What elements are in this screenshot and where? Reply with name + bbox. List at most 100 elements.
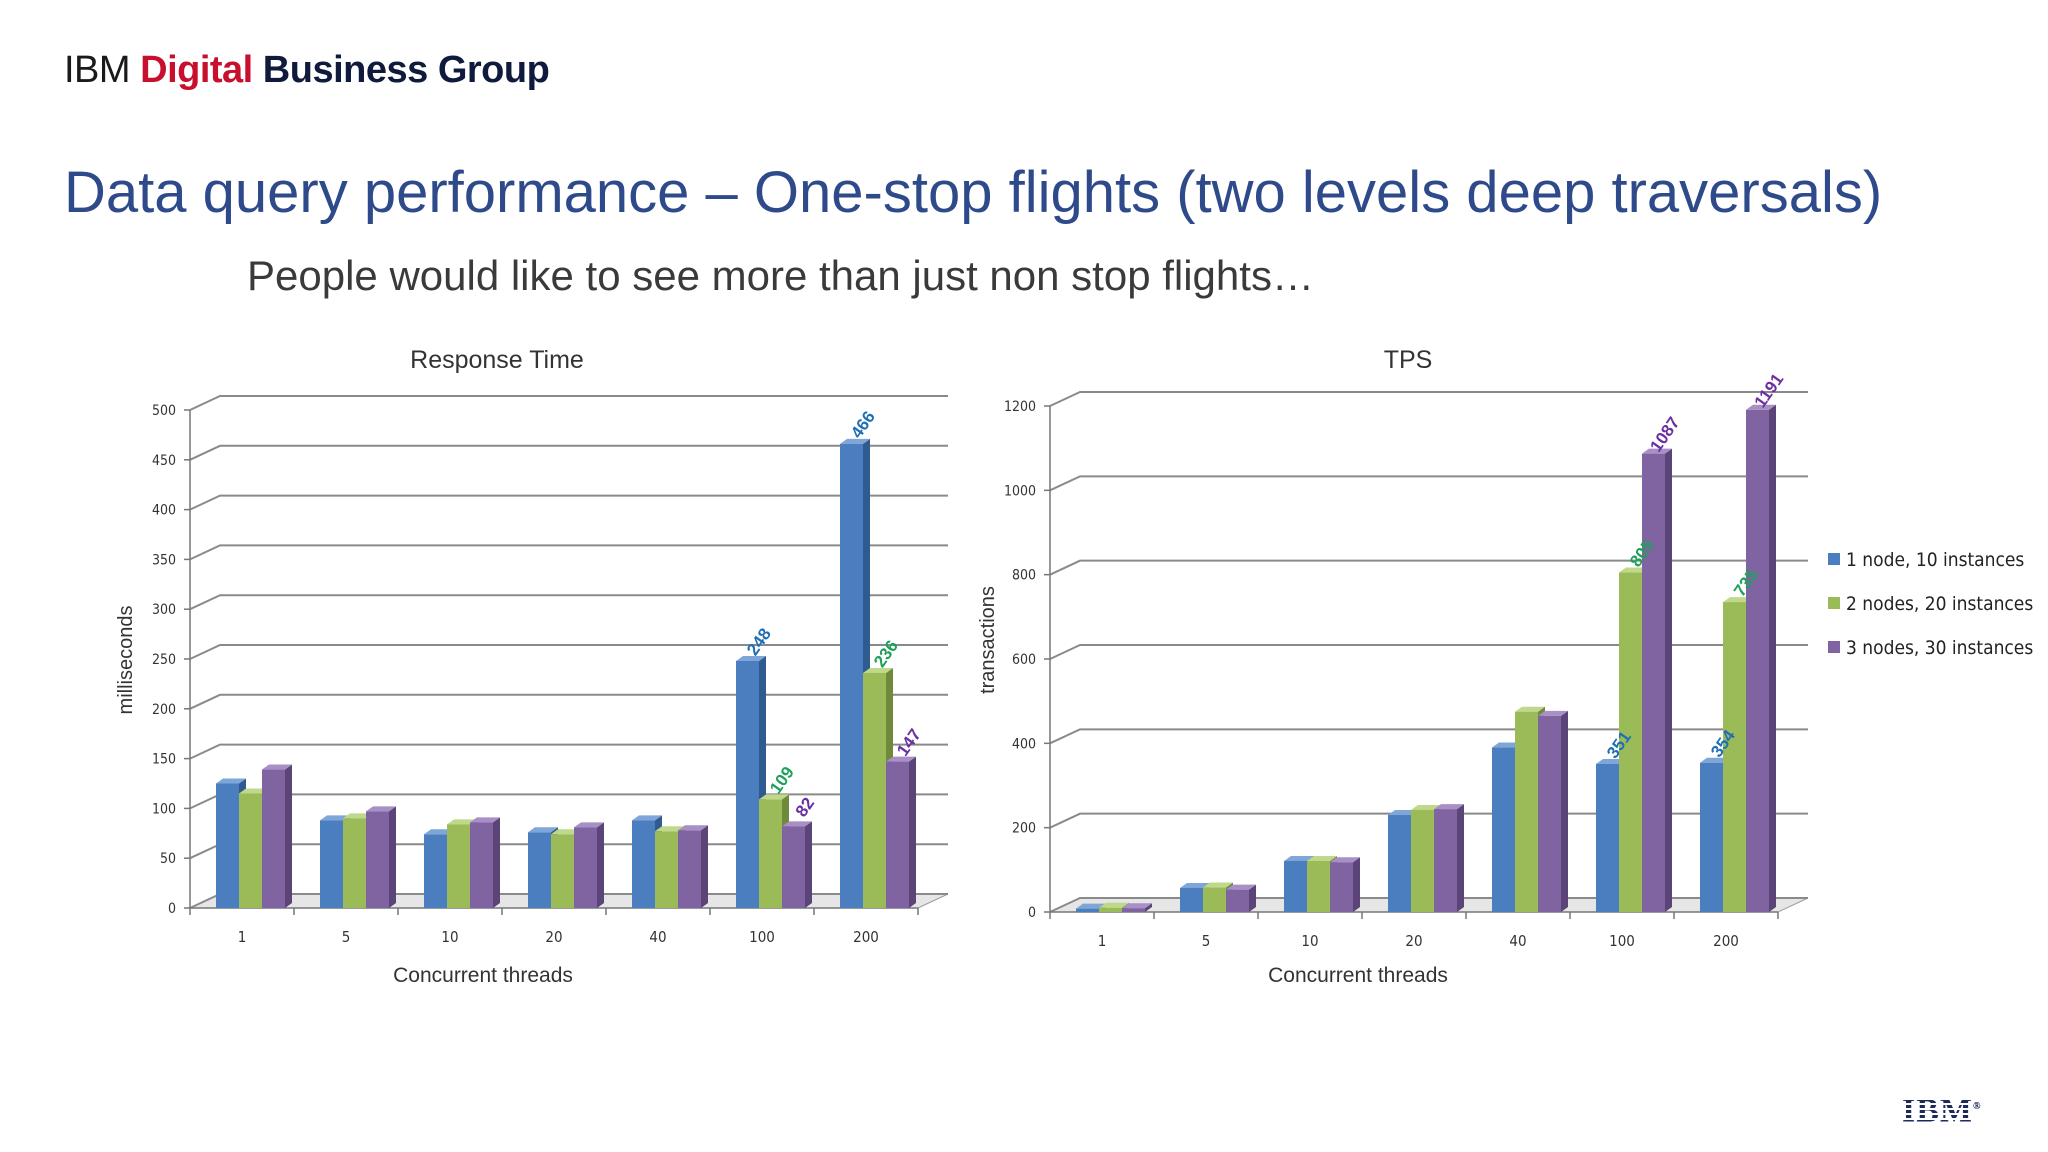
bar-5-series-3 [1226, 889, 1249, 912]
gridline [189, 544, 948, 561]
y-tick-label: 800 [1012, 568, 1036, 584]
y-tick-label: 200 [1012, 821, 1036, 837]
brand-ibm: IBM [64, 49, 141, 91]
bar-top [655, 826, 685, 832]
x-tick-label: 20 [545, 928, 562, 946]
bar-top [632, 815, 662, 821]
slide-title: Data query performance – One-stop flight… [64, 160, 1883, 225]
y-tick-label: 100 [152, 801, 176, 817]
x-tick-label: 10 [441, 928, 458, 946]
y-tick-label: 350 [152, 552, 176, 568]
bar-top [1076, 903, 1106, 909]
bar-top [320, 815, 350, 821]
legend-label-2: 2 nodes, 20 instances [1846, 593, 2033, 615]
x-tick-label: 200 [853, 928, 879, 946]
bar-top [1746, 404, 1776, 410]
bar-top [1388, 810, 1418, 816]
x-tick-label: 200 [1713, 932, 1739, 950]
bar-top [1434, 804, 1464, 810]
bar-side [389, 806, 396, 908]
bar-top [678, 825, 708, 831]
data-label: 236 [870, 637, 902, 671]
y-axis-label: transactions [977, 586, 999, 694]
bar-top [1492, 742, 1522, 748]
bar-top [1723, 597, 1753, 603]
bar-top [470, 817, 500, 823]
bar-side [1769, 404, 1776, 912]
bar-side [805, 821, 812, 908]
bar-10-series-3 [470, 822, 493, 908]
data-label: 82 [792, 794, 818, 820]
slide-subtitle: People would like to see more than just … [247, 252, 1314, 299]
y-tick-label: 450 [152, 453, 176, 469]
bar-side [909, 756, 916, 908]
x-tick-label: 5 [342, 928, 351, 946]
bar-top [736, 655, 766, 661]
tps-chart: 0200400600800100012003518051087354735119… [977, 346, 2033, 987]
y-tick-label: 300 [152, 602, 176, 618]
bar-5-series-1 [1180, 887, 1203, 912]
bar-20-series-2 [1411, 809, 1434, 912]
bar-top [1284, 855, 1314, 861]
bar-20-series-3 [574, 827, 597, 908]
bar-10-series-1 [424, 834, 447, 908]
gridline [189, 594, 948, 611]
y-tick-label: 200 [152, 702, 176, 718]
gridline [1049, 559, 1808, 576]
data-label: 147 [893, 725, 925, 759]
gridline [1049, 475, 1808, 492]
data-label: 109 [766, 763, 798, 797]
bar-10-series-2 [447, 824, 470, 908]
bar-5-series-2 [1203, 887, 1226, 912]
bar-top [759, 794, 789, 800]
bar-200-series-1 [1700, 762, 1723, 912]
data-label: 1191 [1751, 370, 1788, 411]
bar-10-series-2 [1307, 860, 1330, 912]
bar-top [1700, 757, 1730, 763]
y-tick-label: 0 [168, 901, 176, 917]
brand-business-group: Business Group [252, 49, 550, 91]
bar-top [840, 438, 870, 444]
bar-top [782, 821, 812, 827]
bar-top [424, 829, 454, 835]
bar-top [239, 788, 269, 794]
bar-top [1619, 567, 1649, 573]
y-tick-label: 400 [152, 503, 176, 519]
bar-20-series-2 [551, 834, 574, 908]
bar-100-series-2 [1619, 572, 1642, 912]
bar-side [1353, 857, 1360, 912]
data-label: 248 [743, 625, 775, 659]
legend-swatch-1 [1828, 553, 1840, 565]
bar-1-series-2 [239, 793, 262, 908]
x-axis-label: Concurrent threads [393, 964, 573, 987]
bar-40-series-2 [1515, 711, 1538, 912]
x-tick-label: 10 [1301, 932, 1318, 950]
bar-top [1596, 758, 1626, 764]
y-tick-label: 1200 [1004, 399, 1036, 415]
bar-top [447, 819, 477, 825]
bar-10-series-3 [1330, 862, 1353, 912]
bar-top [1226, 884, 1256, 890]
bar-top [528, 827, 558, 833]
legend-swatch-3 [1828, 641, 1840, 653]
chart-title: Response Time [410, 346, 584, 374]
brand-wordmark: IBM Digital Business Group [64, 46, 550, 94]
data-label: 1087 [1646, 414, 1683, 456]
x-axis-label: Concurrent threads [1268, 964, 1448, 987]
bar-top [551, 829, 581, 835]
y-tick-label: 1000 [1004, 483, 1036, 499]
ibm-logo-mark: ® [1973, 1101, 1982, 1112]
x-tick-label: 40 [649, 928, 666, 946]
gridline [189, 644, 948, 660]
x-tick-label: 20 [1405, 932, 1422, 950]
bar-200-series-3 [886, 761, 909, 908]
bar-top [1122, 903, 1152, 909]
bar-100-series-3 [782, 826, 805, 908]
bar-40-series-2 [655, 831, 678, 908]
bar-top [1180, 882, 1210, 888]
gridline [189, 494, 948, 511]
bar-top [863, 667, 893, 673]
bar-100-series-2 [759, 799, 782, 908]
